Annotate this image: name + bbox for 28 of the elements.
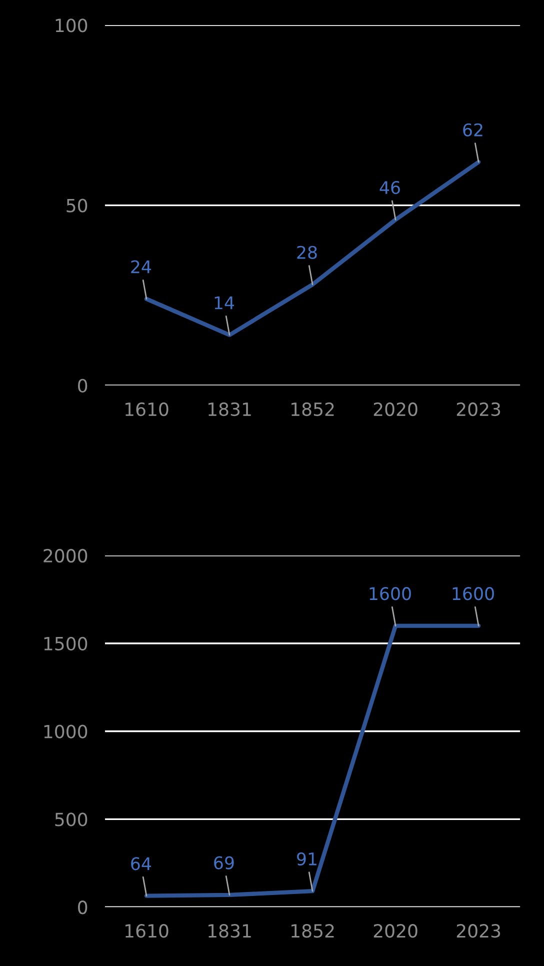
x-tick-label: 1831	[208, 924, 251, 938]
x-tick-label: 1852	[292, 402, 334, 416]
y-tick-label: 100	[56, 18, 88, 32]
x-tick-label: 1610	[126, 402, 168, 416]
data-label: 69	[214, 856, 234, 870]
y-tick-label: 0	[78, 378, 88, 393]
y-tick-label: 50	[66, 198, 88, 212]
x-tick-label: 1831	[208, 402, 251, 416]
data-label: 46	[380, 180, 400, 194]
x-tick-label: 2020	[374, 402, 418, 416]
x-tick-label: 2020	[374, 924, 418, 938]
y-tick-label: 500	[55, 812, 88, 826]
x-tick-label: 1852	[292, 924, 334, 938]
data-label: 28	[297, 246, 317, 259]
y-tick-label: 2000	[44, 548, 88, 563]
x-tick-label: 2023	[456, 402, 500, 416]
data-label: 1600	[452, 587, 494, 600]
data-label: 62	[463, 123, 482, 136]
y-tick-label: 0	[78, 900, 88, 914]
data-label: 24	[131, 260, 152, 274]
data-label: 14	[214, 296, 234, 310]
data-label: 1600	[370, 587, 411, 600]
x-tick-label: 1610	[126, 924, 168, 938]
data-label: 64	[131, 857, 152, 870]
data-label: 91	[297, 852, 316, 866]
y-tick-label: 1000	[44, 724, 88, 738]
x-tick-label: 2023	[456, 924, 500, 938]
y-tick-label: 1500	[44, 636, 88, 650]
